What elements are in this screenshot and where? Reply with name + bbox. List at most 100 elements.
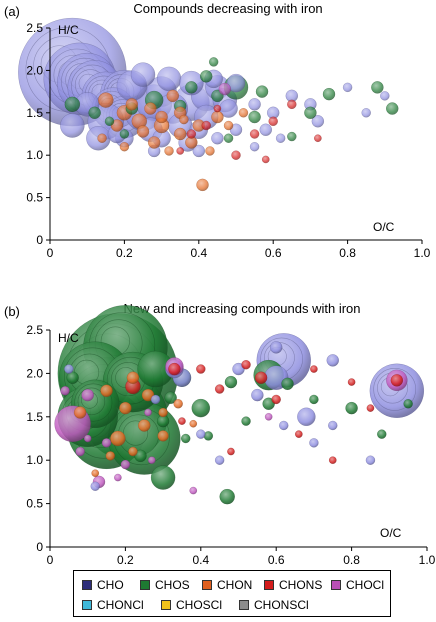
bubble-cho: [380, 91, 390, 101]
y-tick-label: 0: [36, 540, 43, 554]
bubble-chos: [255, 85, 269, 98]
bubble-chons: [176, 147, 184, 155]
panel-a-bubbles: [18, 17, 399, 192]
bubble-chos: [119, 129, 130, 139]
bubble-chos: [185, 81, 198, 94]
bubble-cho: [150, 394, 161, 405]
bubble-chons: [268, 116, 278, 126]
bubble-cho: [60, 113, 85, 138]
bubble-chos: [64, 96, 81, 113]
bubble-chons: [261, 155, 270, 164]
bubble-chos: [309, 394, 319, 405]
y-tick-label: 1.5: [26, 410, 43, 424]
bubble-chocl: [83, 434, 92, 443]
legend-label-chos: CHOS: [155, 578, 190, 592]
panel-b-xlabel: O/C: [380, 526, 402, 540]
bubble-chon: [189, 419, 198, 428]
bubble-chon: [138, 419, 151, 432]
bubble-chons: [227, 447, 235, 456]
bubble-chon: [238, 108, 249, 118]
bubble-chon: [164, 146, 174, 156]
y-tick-label: 1.0: [26, 453, 43, 467]
bubble-chons: [186, 129, 197, 139]
x-tick-label: 0.8: [343, 553, 360, 567]
legend-swatch-choncl: [82, 600, 92, 610]
legend-item-choscl: CHOSCl: [161, 597, 222, 613]
bubble-chos: [181, 433, 191, 444]
legend-swatch-cho: [82, 580, 92, 590]
bubble-cho: [64, 364, 74, 374]
bubble-chon: [179, 114, 189, 125]
legend-label-choncl: CHONCl: [97, 598, 144, 612]
bubble-chons: [271, 394, 281, 405]
bubble-chon: [98, 92, 114, 108]
legend-label-chocl: CHOCl: [346, 578, 384, 592]
bubble-chos: [104, 116, 115, 126]
bubble-chos: [208, 57, 219, 67]
y-tick-label: 0: [36, 233, 43, 247]
bubble-chos: [371, 81, 384, 94]
bubble-chon: [73, 406, 87, 419]
bubble-chos: [386, 102, 399, 115]
bubble-cho: [259, 123, 272, 136]
legend-item-chons: CHONS: [264, 577, 322, 593]
bubble-ring: [373, 368, 417, 411]
legend-swatch-chos: [140, 580, 150, 590]
bubble-chocl: [120, 459, 131, 470]
x-tick-label: 0.2: [116, 246, 133, 260]
bubble-chos: [223, 133, 234, 143]
bubble-chos: [281, 377, 294, 391]
bubble-chon: [205, 146, 215, 156]
bubble-chon: [173, 399, 183, 409]
bubble-chons: [213, 104, 222, 113]
panel-a: (a) Compounds decreasing with iron 0 0.2 0…: [4, 1, 431, 260]
bubble-chon: [196, 178, 209, 192]
legend: CHO CHOS CHON CHONS CHOCl CHONCl CHOSCl …: [73, 570, 391, 617]
bubble-chos: [241, 416, 251, 426]
y-tick-label: 2.0: [26, 63, 43, 77]
bubble-cho: [311, 115, 325, 128]
x-tick-label: 1.0: [414, 246, 431, 260]
bubble-cho: [226, 73, 246, 93]
bubble-chon: [119, 142, 130, 152]
bubble-chocl: [81, 388, 94, 402]
legend-swatch-chons: [264, 580, 274, 590]
bubble-cho: [328, 420, 338, 431]
bubble-chos: [322, 87, 336, 101]
x-tick-label: 0.2: [117, 553, 134, 567]
bubble-chos: [403, 399, 413, 409]
bubble-cho: [211, 132, 224, 145]
bubble-chocl: [60, 386, 70, 396]
bubble-cho: [130, 62, 156, 87]
bubble-cho: [361, 108, 371, 118]
bubble-cho: [90, 481, 100, 491]
bubble-cho: [279, 420, 289, 431]
x-tick-label: 0: [47, 553, 54, 567]
bubble-chons: [254, 371, 268, 384]
legend-item-chon: CHON: [202, 577, 252, 593]
bubble-cho: [326, 354, 339, 367]
legend-swatch-choscl: [161, 600, 171, 610]
bubble-cho: [156, 66, 182, 92]
bubble-ring: [77, 387, 106, 416]
bubble-chon: [223, 120, 234, 131]
bubble-chons: [214, 384, 225, 394]
x-tick-label: 0.4: [192, 553, 209, 567]
panel-b-axes: 0 0.2 0.4 0.6 0.8 1.0 0 0.5 1.0 1.5 2.0 2.5: [26, 323, 435, 567]
bubble-chos: [224, 375, 238, 389]
bubble-chos: [164, 391, 177, 404]
legend-item-choncl: CHONCl: [82, 597, 144, 613]
bubble-cho: [249, 142, 260, 152]
x-tick-label: 1.0: [419, 553, 436, 567]
legend-item-cho: CHO: [82, 577, 124, 593]
bubble-chos: [200, 70, 213, 83]
y-tick-label: 2.5: [26, 21, 43, 35]
bubble-ring: [123, 420, 149, 446]
bubble-chos: [248, 110, 261, 124]
legend-label-chons: CHONS: [279, 578, 323, 592]
bubble-chons: [328, 456, 337, 465]
bubble-chocl: [264, 412, 273, 421]
bubble-cho: [297, 407, 316, 426]
bubble-chon: [105, 451, 116, 461]
panel-b-title: New and increasing compounds with iron: [123, 301, 360, 316]
